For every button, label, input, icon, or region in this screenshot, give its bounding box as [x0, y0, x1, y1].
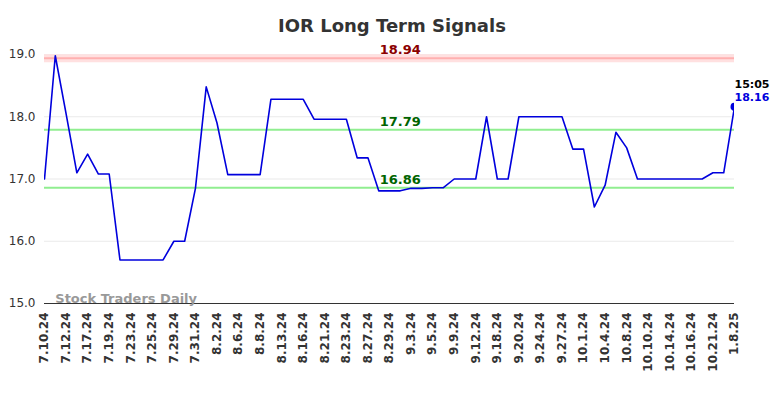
svg-text:7.19.24: 7.19.24 [102, 313, 116, 364]
svg-text:8.6.24: 8.6.24 [231, 313, 245, 356]
svg-text:9.27.24: 9.27.24 [555, 313, 569, 364]
svg-text:10.21.24: 10.21.24 [706, 313, 720, 372]
svg-text:8.13.24: 8.13.24 [275, 313, 289, 364]
svg-text:9.12.24: 9.12.24 [469, 313, 483, 364]
svg-text:7.23.24: 7.23.24 [124, 313, 138, 364]
svg-text:18.16: 18.16 [735, 91, 770, 104]
svg-text:15:05: 15:05 [735, 78, 770, 91]
svg-text:10.1.24: 10.1.24 [576, 313, 590, 364]
svg-text:7.17.24: 7.17.24 [80, 313, 94, 364]
svg-text:16.86: 16.86 [380, 172, 421, 187]
svg-text:9.20.24: 9.20.24 [512, 313, 526, 364]
svg-text:8.8.24: 8.8.24 [253, 313, 267, 356]
svg-text:7.12.24: 7.12.24 [59, 313, 73, 364]
svg-text:7.25.24: 7.25.24 [145, 313, 159, 364]
svg-text:10.8.24: 10.8.24 [620, 313, 634, 364]
svg-text:18.94: 18.94 [380, 42, 421, 57]
svg-text:9.24.24: 9.24.24 [533, 313, 547, 364]
svg-text:8.29.24: 8.29.24 [382, 313, 396, 364]
svg-text:10.14.24: 10.14.24 [663, 313, 677, 372]
svg-text:9.3.24: 9.3.24 [404, 313, 418, 356]
svg-text:9.18.24: 9.18.24 [490, 313, 504, 364]
svg-text:10.16.24: 10.16.24 [684, 313, 698, 372]
svg-text:7.31.24: 7.31.24 [188, 313, 202, 364]
svg-text:7.10.24: 7.10.24 [37, 313, 51, 364]
svg-text:18.0: 18.0 [9, 110, 36, 124]
svg-text:17.0: 17.0 [9, 172, 36, 186]
svg-text:1.8.25: 1.8.25 [727, 313, 741, 356]
svg-text:10.10.24: 10.10.24 [641, 313, 655, 372]
svg-text:16.0: 16.0 [9, 234, 36, 248]
svg-text:8.16.24: 8.16.24 [296, 313, 310, 364]
svg-text:9.5.24: 9.5.24 [425, 313, 439, 356]
svg-text:19.0: 19.0 [9, 47, 36, 61]
svg-text:15.0: 15.0 [9, 296, 36, 310]
svg-text:Stock Traders Daily: Stock Traders Daily [55, 291, 197, 306]
svg-text:8.21.24: 8.21.24 [318, 313, 332, 364]
svg-text:8.2.24: 8.2.24 [210, 313, 224, 356]
svg-text:17.79: 17.79 [380, 114, 421, 129]
svg-text:8.27.24: 8.27.24 [361, 313, 375, 364]
svg-text:7.29.24: 7.29.24 [167, 313, 181, 364]
svg-text:8.23.24: 8.23.24 [339, 313, 353, 364]
svg-text:10.4.24: 10.4.24 [598, 313, 612, 364]
html-text:IOR Long Term Signals: IOR Long Term Signals [278, 15, 506, 36]
svg-text:9.9.24: 9.9.24 [447, 313, 461, 356]
